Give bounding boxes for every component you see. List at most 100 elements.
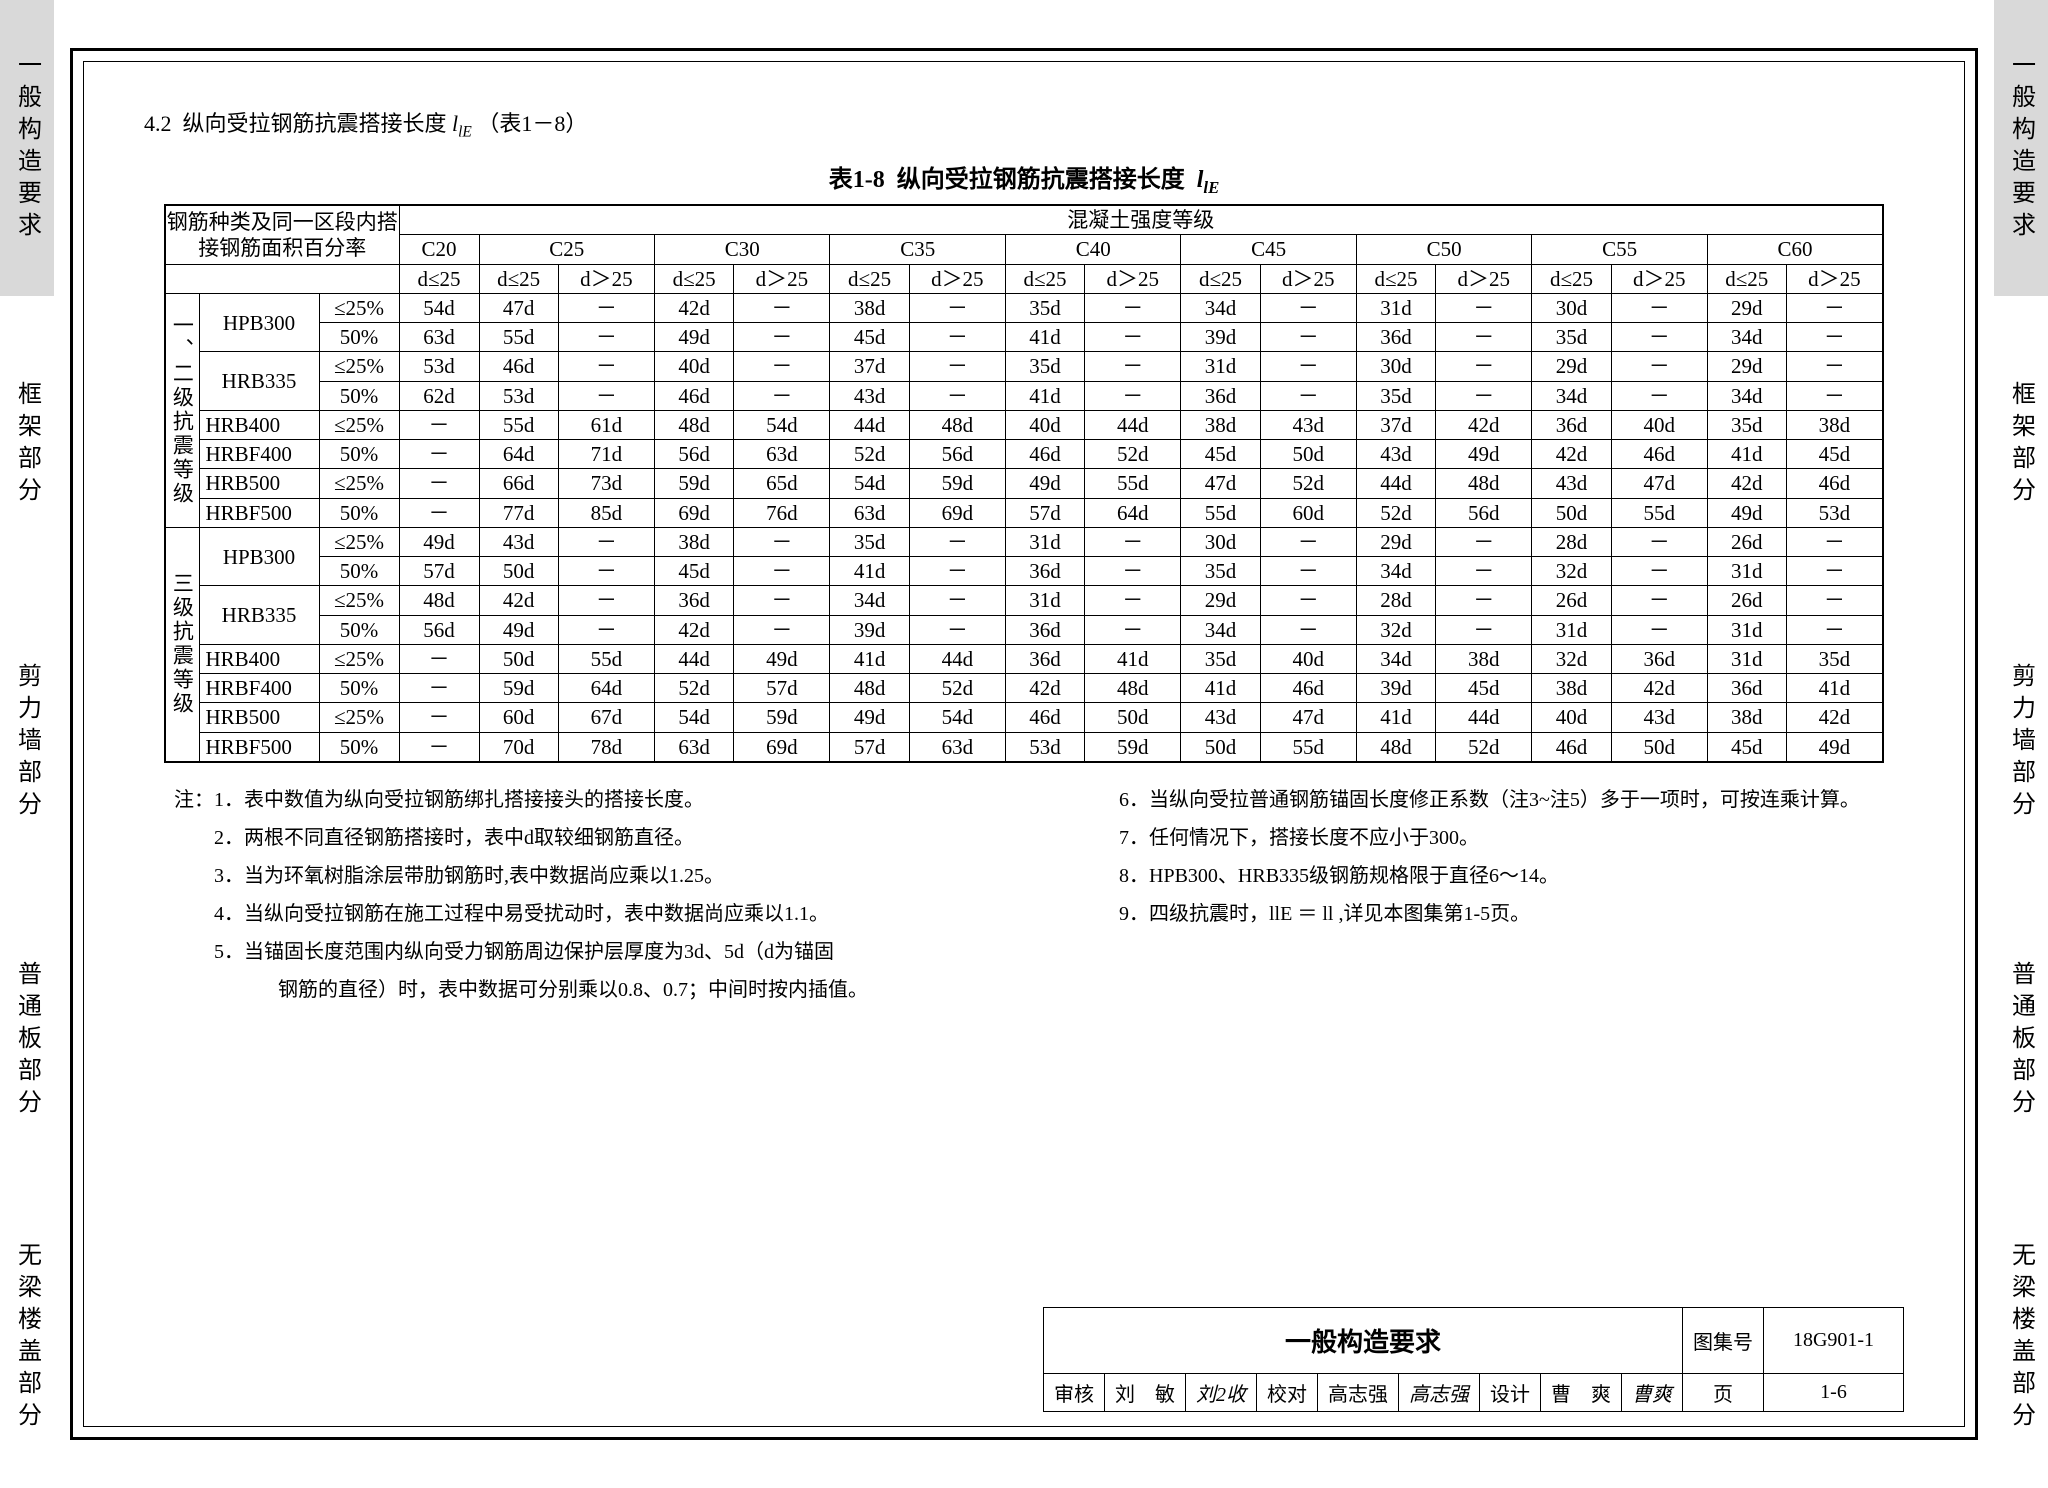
data-cell: 29d — [1532, 352, 1611, 381]
data-cell: － — [909, 527, 1005, 556]
data-cell: － — [558, 323, 654, 352]
data-cell: 50d — [1260, 440, 1356, 469]
data-cell: 30d — [1356, 352, 1435, 381]
data-cell: 46d — [1611, 440, 1707, 469]
data-cell: － — [1436, 381, 1532, 410]
data-cell: 59d — [1085, 732, 1181, 762]
data-cell: － — [1611, 381, 1707, 410]
data-cell: 49d — [399, 527, 479, 556]
section-symbol-sub: lE — [458, 123, 472, 140]
data-cell: 61d — [558, 410, 654, 439]
data-cell: 48d — [909, 410, 1005, 439]
data-cell: 71d — [558, 440, 654, 469]
data-cell: 55d — [479, 323, 558, 352]
data-cell: 31d — [1707, 557, 1786, 586]
titleblock-title: 一般构造要求 — [1044, 1308, 1683, 1374]
table-title-text: 纵向受拉钢筋抗震搭接长度 — [897, 167, 1185, 193]
data-cell: 34d — [1707, 323, 1786, 352]
data-cell: 36d — [1005, 644, 1084, 673]
tab-flatslab-right[interactable]: 无梁楼盖部分 — [1994, 1190, 2048, 1488]
pct-cell: ≤25% — [319, 352, 399, 381]
data-cell: 53d — [479, 381, 558, 410]
data-cell: － — [734, 352, 830, 381]
data-cell: 49d — [1707, 498, 1786, 527]
data-cell: 63d — [830, 498, 909, 527]
steel-type: HPB300 — [199, 527, 319, 586]
note-line: 5．当锚固长度范围内纵向受力钢筋周边保护层厚度为3d、5d（d为锚固 — [174, 933, 999, 971]
data-cell: 48d — [1085, 674, 1181, 703]
data-cell: － — [1786, 323, 1883, 352]
tab-general-right[interactable]: 一般构造要求 — [1994, 0, 2048, 298]
data-cell: 41d — [1707, 440, 1786, 469]
data-cell: 59d — [654, 469, 733, 498]
data-cell: 43d — [830, 381, 909, 410]
data-cell: 32d — [1532, 557, 1611, 586]
data-cell: 40d — [1005, 410, 1084, 439]
data-cell: － — [1436, 352, 1532, 381]
data-cell: 44d — [1085, 410, 1181, 439]
notes-block: 注：1．表中数值为纵向受拉钢筋绑扎搭接接头的搭接长度。 2．两根不同直径钢筋搭接… — [144, 781, 1904, 1009]
data-cell: － — [399, 440, 479, 469]
note-line: 9．四级抗震时，llE ＝ ll ,详见本图集第1-5页。 — [1079, 895, 1904, 933]
data-cell: － — [734, 323, 830, 352]
tab-frame-left[interactable]: 框架部分 — [0, 298, 54, 596]
data-cell: 65d — [734, 469, 830, 498]
data-cell: － — [1786, 527, 1883, 556]
dia-c20: d≤25 — [399, 264, 479, 293]
tab-shearwall-right[interactable]: 剪力墙部分 — [1994, 595, 2048, 893]
data-cell: － — [1436, 323, 1532, 352]
notes-right-col: 6．当纵向受拉普通钢筋锚固长度修正系数（注3~注5）多于一项时，可按连乘计算。 … — [1079, 781, 1904, 1009]
table-title-prefix: 表1-8 — [829, 167, 885, 193]
data-cell: 55d — [1181, 498, 1260, 527]
tab-shearwall-left[interactable]: 剪力墙部分 — [0, 595, 54, 893]
data-cell: 31d — [1005, 527, 1084, 556]
dia-le: d≤25 — [1532, 264, 1611, 293]
data-cell: － — [1085, 323, 1181, 352]
data-cell: 69d — [734, 732, 830, 762]
data-cell: － — [1085, 352, 1181, 381]
note-line: 6．当纵向受拉普通钢筋锚固长度修正系数（注3~注5）多于一项时，可按连乘计算。 — [1079, 781, 1904, 819]
steel-type: HRB500 — [199, 469, 319, 498]
data-cell: － — [1436, 527, 1532, 556]
data-cell: 47d — [479, 293, 558, 322]
data-cell: 59d — [734, 703, 830, 732]
data-cell: － — [734, 381, 830, 410]
tab-flatslab-left[interactable]: 无梁楼盖部分 — [0, 1190, 54, 1488]
pct-cell: 50% — [319, 498, 399, 527]
pct-cell: 50% — [319, 440, 399, 469]
data-cell: 57d — [830, 732, 909, 762]
dia-gt: d＞25 — [734, 264, 830, 293]
data-cell: － — [558, 381, 654, 410]
data-cell: 49d — [654, 323, 733, 352]
data-cell: 52d — [654, 674, 733, 703]
data-cell: － — [558, 293, 654, 322]
design-name: 曹 爽 — [1541, 1374, 1622, 1412]
data-cell: 55d — [558, 644, 654, 673]
data-cell: 54d — [654, 703, 733, 732]
data-cell: 35d — [1356, 381, 1435, 410]
data-cell: － — [1436, 557, 1532, 586]
data-cell: 46d — [1260, 674, 1356, 703]
tab-slab-left[interactable]: 普通板部分 — [0, 893, 54, 1191]
data-cell: 50d — [1085, 703, 1181, 732]
tab-slab-right[interactable]: 普通板部分 — [1994, 893, 2048, 1191]
data-cell: 50d — [1181, 732, 1260, 762]
data-cell: 78d — [558, 732, 654, 762]
data-cell: 34d — [1181, 615, 1260, 644]
header-steel-group: 钢筋种类及同一区段内搭接钢筋面积百分率 — [165, 205, 399, 264]
dia-gt: d＞25 — [909, 264, 1005, 293]
data-cell: 35d — [1005, 293, 1084, 322]
data-cell: 55d — [1611, 498, 1707, 527]
data-cell: 44d — [1436, 703, 1532, 732]
tab-frame-right[interactable]: 框架部分 — [1994, 298, 2048, 596]
dia-le: d≤25 — [479, 264, 558, 293]
steel-type: HRBF500 — [199, 732, 319, 762]
data-cell: － — [558, 586, 654, 615]
data-cell: 45d — [1181, 440, 1260, 469]
atlas-label: 图集号 — [1683, 1308, 1764, 1374]
steel-type: HRBF500 — [199, 498, 319, 527]
tab-general-left[interactable]: 一般构造要求 — [0, 0, 54, 298]
dia-gt: d＞25 — [1611, 264, 1707, 293]
data-cell: 56d — [909, 440, 1005, 469]
data-cell: 41d — [1356, 703, 1435, 732]
